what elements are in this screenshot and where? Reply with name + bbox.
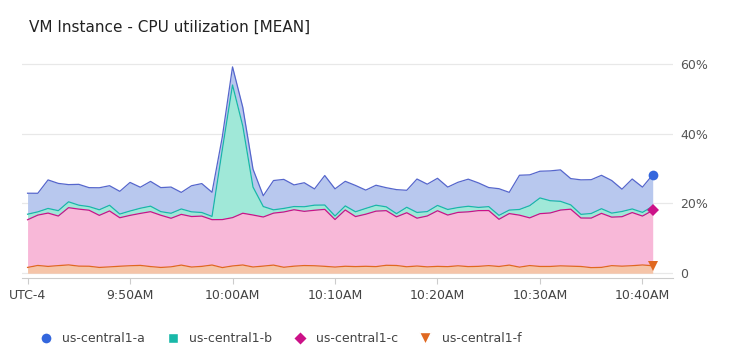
Legend: us-central1-a, us-central1-b, us-central1-c, us-central1-f: us-central1-a, us-central1-b, us-central… (28, 327, 527, 350)
Text: VM Instance - CPU utilization [MEAN]: VM Instance - CPU utilization [MEAN] (29, 20, 310, 35)
